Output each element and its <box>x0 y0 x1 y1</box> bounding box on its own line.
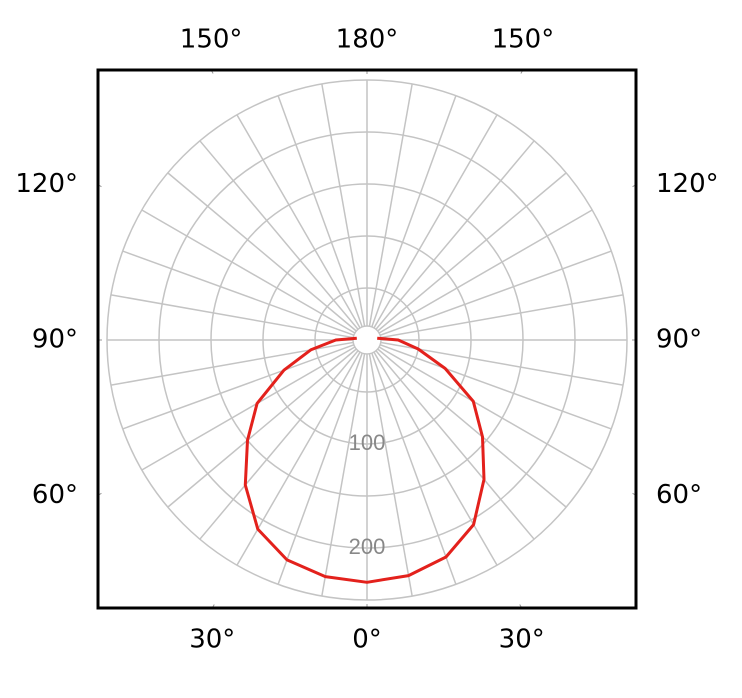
spoke <box>379 344 612 430</box>
angle-tick-label: 120° <box>656 169 719 199</box>
spoke <box>375 350 535 540</box>
spoke <box>236 351 361 566</box>
angle-tick-label: 60° <box>32 480 78 510</box>
spoke <box>141 209 356 334</box>
spoke <box>377 348 567 508</box>
spoke <box>141 346 356 471</box>
frame <box>96 68 638 610</box>
angle-tick-label: 60° <box>656 480 702 510</box>
spoke <box>378 346 593 471</box>
grid <box>106 79 628 601</box>
angle-tick-label: 150° <box>180 25 243 55</box>
hole <box>352 325 382 355</box>
ring <box>158 131 576 549</box>
curve <box>243 336 486 584</box>
angle-tick-label: 90° <box>656 325 702 355</box>
spoke <box>167 348 357 508</box>
ring <box>314 287 420 393</box>
r-tick-label: 200 <box>349 534 386 559</box>
ring <box>106 79 628 601</box>
spoke <box>371 95 457 328</box>
spoke <box>277 95 363 328</box>
angle-tick-label: 30° <box>189 625 235 655</box>
r-tick-label: 100 <box>349 430 386 455</box>
spoke <box>371 352 457 585</box>
spoke <box>380 294 624 339</box>
spoke <box>373 114 498 329</box>
spoke <box>379 250 612 336</box>
angle-tick-label: 30° <box>499 625 545 655</box>
spoke <box>368 353 413 597</box>
spoke <box>122 250 355 336</box>
spoke <box>277 352 363 585</box>
spoke <box>377 172 567 332</box>
spoke <box>122 344 355 430</box>
spoke <box>378 209 593 334</box>
spoke <box>199 350 359 540</box>
spoke <box>368 83 413 327</box>
spoke <box>375 140 535 330</box>
angle-tick-label: 150° <box>492 25 555 55</box>
angle-tick-label: 120° <box>15 169 78 199</box>
angle-tick-label: 0° <box>352 625 382 655</box>
spoke <box>321 353 366 597</box>
ring <box>262 235 472 445</box>
angle-tick-label: 180° <box>336 25 399 55</box>
spoke <box>110 294 354 339</box>
angle-tick-label: 90° <box>32 325 78 355</box>
spoke <box>236 114 361 329</box>
spoke <box>373 351 498 566</box>
spoke <box>199 140 359 330</box>
spoke <box>321 83 366 327</box>
spoke <box>167 172 357 332</box>
ring <box>210 183 524 497</box>
